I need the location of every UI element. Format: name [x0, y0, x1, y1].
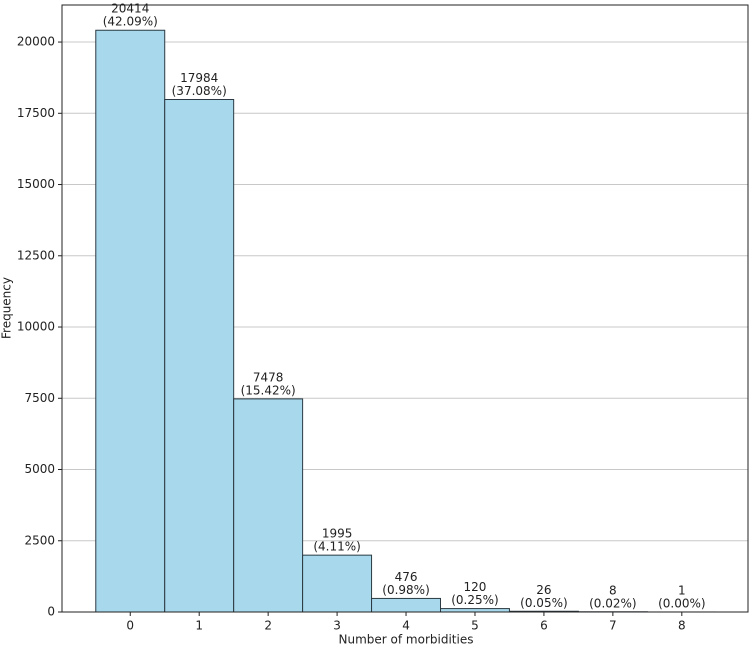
y-tick-label: 17500 [17, 106, 55, 120]
percent-label: (0.25%) [451, 593, 498, 607]
x-tick-label: 1 [195, 619, 203, 633]
x-tick-label: 8 [678, 619, 686, 633]
y-tick-label: 7500 [24, 391, 55, 405]
y-tick-label: 10000 [17, 320, 55, 334]
percent-label: (4.11%) [313, 540, 360, 554]
percent-label: (0.05%) [520, 596, 567, 610]
value-label: 476 [395, 570, 418, 584]
percent-label: (0.00%) [658, 596, 705, 610]
percent-label: (37.08%) [172, 84, 227, 98]
bar [372, 598, 441, 612]
x-axis-label: Number of morbidities [339, 633, 474, 647]
bar [441, 609, 510, 612]
value-label: 120 [464, 580, 487, 594]
x-tick-label: 4 [402, 619, 410, 633]
y-tick-label: 12500 [17, 248, 55, 262]
y-tick-label: 2500 [24, 533, 55, 547]
y-tick-label: 20000 [17, 35, 55, 49]
percent-label: (15.42%) [241, 383, 296, 397]
y-axis-label: Frequency [0, 277, 14, 339]
value-label: 26 [536, 583, 551, 597]
x-tick-label: 7 [609, 619, 617, 633]
value-label: 7478 [253, 370, 284, 384]
x-tick-label: 6 [540, 619, 548, 633]
value-label: 17984 [180, 71, 218, 85]
bar [303, 555, 372, 612]
value-label: 8 [609, 583, 617, 597]
bar [165, 99, 234, 612]
bar [234, 399, 303, 612]
x-tick-label: 0 [126, 619, 134, 633]
percent-label: (0.02%) [589, 596, 636, 610]
y-tick-label: 5000 [24, 462, 55, 476]
value-label: 1995 [322, 527, 353, 541]
y-tick-label: 15000 [17, 177, 55, 191]
x-tick-label: 2 [264, 619, 272, 633]
bar [96, 30, 165, 612]
percent-label: (0.98%) [382, 583, 429, 597]
x-tick-label: 5 [471, 619, 479, 633]
x-tick-label: 3 [333, 619, 341, 633]
y-tick-label: 0 [47, 605, 55, 619]
percent-label: (42.09%) [103, 15, 158, 29]
value-label: 20414 [111, 2, 149, 16]
value-label: 1 [678, 583, 686, 597]
